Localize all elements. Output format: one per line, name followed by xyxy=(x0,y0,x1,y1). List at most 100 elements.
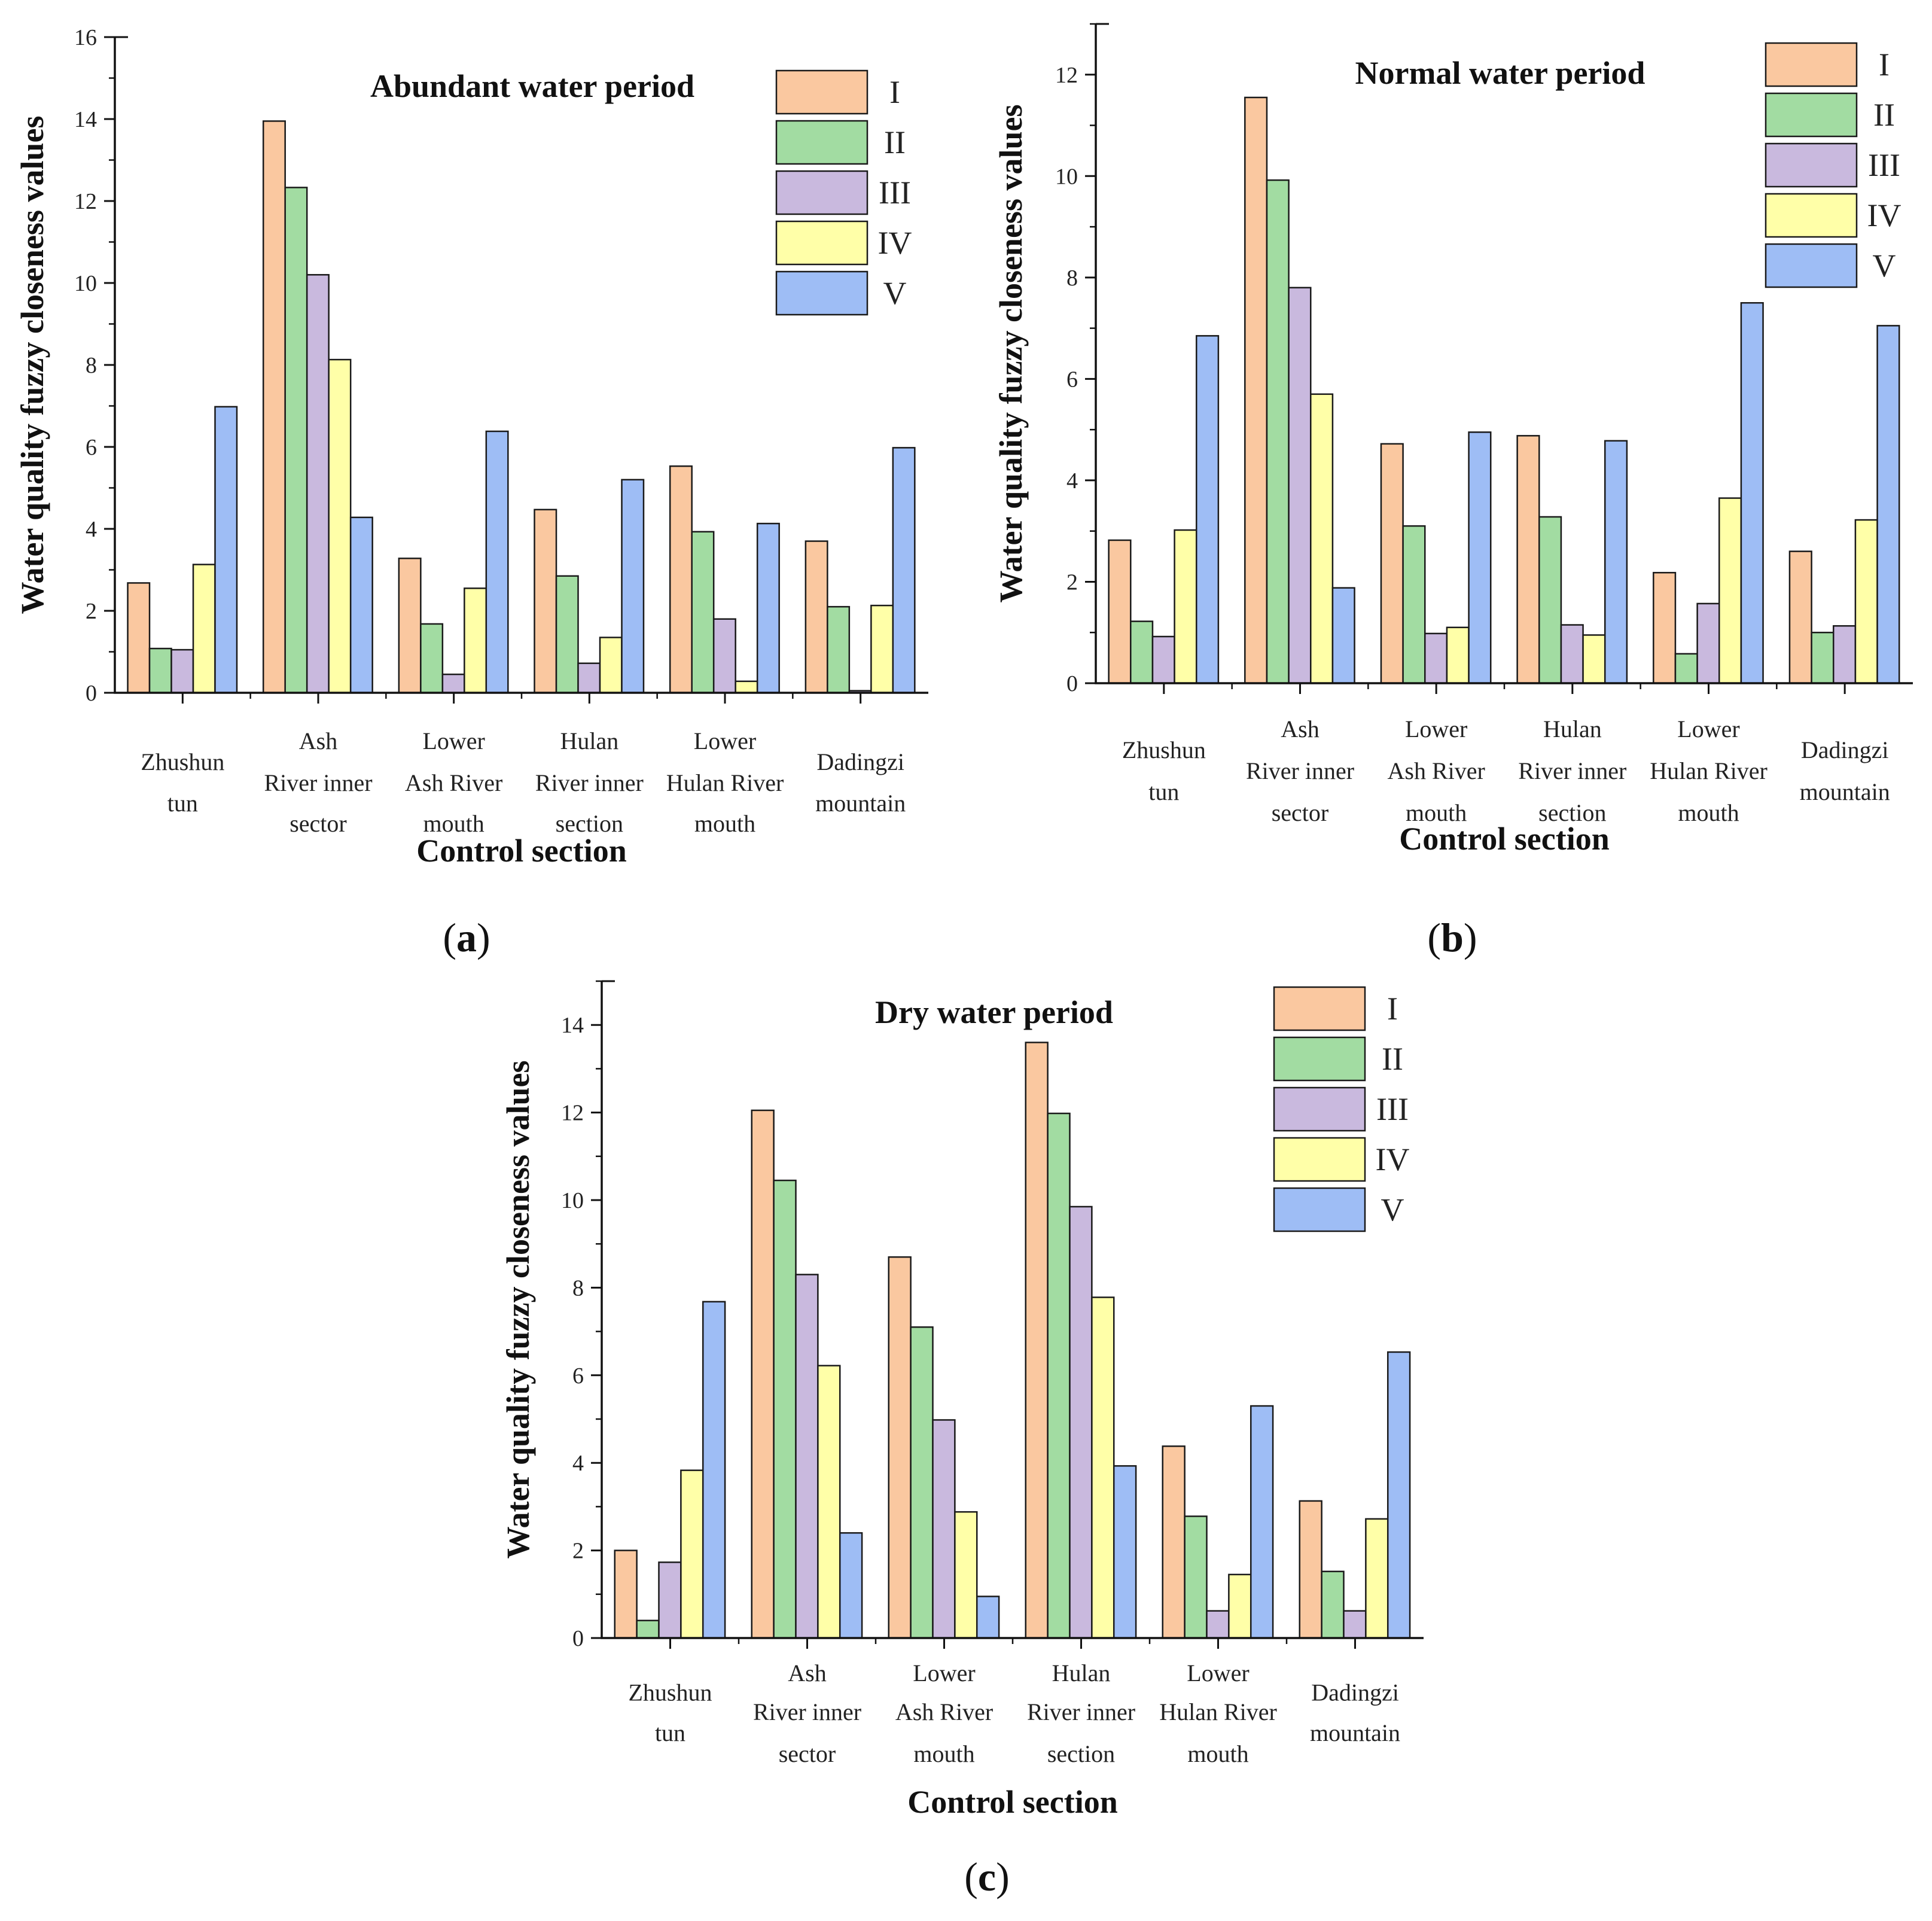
bar-b-3-I xyxy=(1380,443,1404,684)
bar-c-3-IV xyxy=(954,1511,978,1639)
y-tick-label: 4 xyxy=(572,1451,584,1476)
bar-b-4-V xyxy=(1604,440,1628,684)
y-tick-label: 6 xyxy=(86,435,97,460)
legend-label-V: V xyxy=(883,275,907,311)
bar-a-1-II xyxy=(148,647,172,694)
bar-c-6-II xyxy=(1321,1570,1345,1639)
bar-a-5-II xyxy=(691,531,715,694)
bar-b-5-III xyxy=(1696,602,1720,684)
x-axis-title: Control section xyxy=(1399,821,1609,857)
bar-c-3-II xyxy=(910,1326,934,1639)
legend-swatch-I xyxy=(1765,42,1858,87)
bar-a-2-III xyxy=(306,274,330,694)
bar-c-2-I xyxy=(751,1109,775,1639)
x-category-label: Ash xyxy=(788,1660,826,1686)
bar-c-2-II xyxy=(773,1179,797,1639)
bar-a-4-IV xyxy=(599,637,623,694)
bar-a-4-II xyxy=(555,575,579,694)
x-category-label: Lower xyxy=(913,1660,975,1686)
x-category-label: Ash River xyxy=(895,1698,993,1725)
bar-c-1-I xyxy=(614,1549,638,1639)
bar-a-6-V xyxy=(892,447,916,694)
bar-a-1-I xyxy=(127,582,151,694)
bar-c-6-IV xyxy=(1365,1518,1389,1639)
bar-c-2-V xyxy=(839,1532,863,1639)
legend-swatch-III xyxy=(1765,142,1858,188)
legend-label-IV: IV xyxy=(878,225,912,261)
bar-c-5-II xyxy=(1184,1515,1208,1639)
bar-c-6-I xyxy=(1299,1500,1322,1639)
legend-swatch-V xyxy=(775,270,869,316)
bar-b-2-V xyxy=(1331,587,1355,684)
y-tick-label: 12 xyxy=(561,1101,584,1126)
bar-b-2-I xyxy=(1244,96,1268,684)
bar-c-5-I xyxy=(1162,1445,1186,1639)
chart-title: Abundant water period xyxy=(370,68,694,104)
bar-a-3-IV xyxy=(464,587,487,694)
bar-a-2-II xyxy=(284,187,308,694)
bar-c-4-II xyxy=(1047,1112,1071,1639)
x-category-label: Dadingzi xyxy=(1311,1679,1399,1706)
legend-swatch-II xyxy=(1273,1036,1366,1082)
bar-a-2-IV xyxy=(328,358,352,694)
legend-label-I: I xyxy=(1879,47,1890,83)
x-category-label: tun xyxy=(1148,778,1179,805)
y-tick-label: 14 xyxy=(74,107,97,132)
legend-swatch-IV xyxy=(775,220,869,266)
x-category-label: tun xyxy=(655,1719,685,1746)
bar-b-4-II xyxy=(1538,516,1562,684)
bar-c-2-IV xyxy=(817,1365,841,1639)
bar-c-5-III xyxy=(1206,1610,1230,1639)
bar-a-2-V xyxy=(349,516,373,694)
y-tick-label: 8 xyxy=(86,353,97,378)
bar-b-1-II xyxy=(1130,620,1154,684)
x-category-label: Ash River xyxy=(405,769,502,796)
x-category-label: sector xyxy=(290,810,347,837)
bar-a-5-IV xyxy=(735,680,758,694)
legend-swatch-III xyxy=(1273,1086,1366,1132)
y-tick-label: 2 xyxy=(1066,570,1078,595)
panel-label: (b) xyxy=(1427,915,1477,960)
legend-swatch-II xyxy=(1765,92,1858,138)
bar-a-1-III xyxy=(170,649,194,694)
bar-b-4-I xyxy=(1516,435,1540,684)
legend-swatch-I xyxy=(1273,986,1366,1031)
bar-c-4-IV xyxy=(1091,1296,1115,1639)
x-category-label: mouth xyxy=(1406,799,1467,826)
bar-b-2-III xyxy=(1288,287,1312,684)
x-category-label: River inner xyxy=(535,769,644,796)
bar-b-3-IV xyxy=(1446,626,1470,684)
bar-a-3-III xyxy=(441,673,465,694)
y-tick-label: 0 xyxy=(86,681,97,706)
bar-c-6-III xyxy=(1343,1610,1367,1639)
x-axis-title: Control section xyxy=(907,1784,1117,1820)
bar-c-3-I xyxy=(888,1256,912,1639)
bar-b-3-II xyxy=(1402,525,1426,684)
bar-b-2-IV xyxy=(1310,393,1334,684)
legend-label-I: I xyxy=(1387,991,1398,1027)
x-axis-title: Control section xyxy=(416,833,626,869)
bar-b-6-V xyxy=(1876,325,1900,684)
x-category-label: mouth xyxy=(423,810,484,837)
bar-a-3-I xyxy=(398,558,422,694)
bar-c-3-V xyxy=(976,1596,1000,1639)
bar-b-3-III xyxy=(1424,632,1448,684)
bar-b-1-V xyxy=(1195,335,1220,684)
y-axis-title: Water quality fuzzy closeness values xyxy=(14,116,50,614)
x-category-label: section xyxy=(556,810,623,837)
x-category-label: Hulan xyxy=(1052,1660,1111,1686)
bar-b-5-II xyxy=(1674,653,1698,684)
x-category-label: mouth xyxy=(1678,799,1739,826)
x-category-label: Ash River xyxy=(1388,757,1485,784)
y-tick-label: 12 xyxy=(1055,63,1078,88)
chart-title: Dry water period xyxy=(875,994,1113,1030)
y-tick-label: 16 xyxy=(74,25,97,50)
x-category-label: mouth xyxy=(694,810,755,837)
chart-c-dry-water-period: 0 2 4 6 8 10 12 14 Zhushun tun Ash River inner secto… xyxy=(500,980,1424,1899)
bar-b-2-II xyxy=(1266,179,1290,684)
legend-swatch-II xyxy=(775,120,869,165)
legend-swatch-V xyxy=(1273,1187,1366,1232)
